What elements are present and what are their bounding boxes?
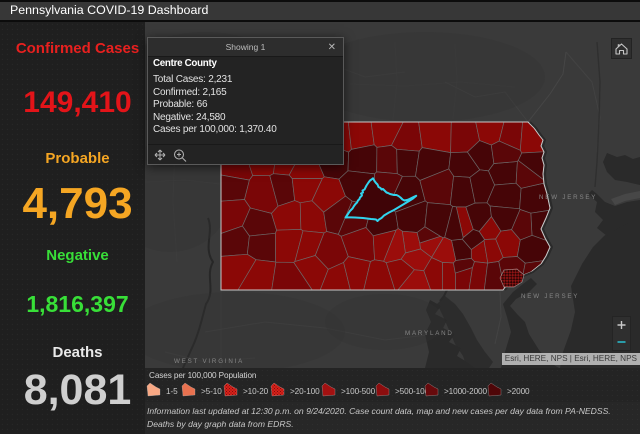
svg-text:>2000: >2000 xyxy=(507,387,530,396)
svg-text:>10-20: >10-20 xyxy=(243,387,269,396)
svg-text:>500-1000: >500-1000 xyxy=(395,387,434,396)
svg-text:>5-10: >5-10 xyxy=(201,387,222,396)
svg-text:>1000-2000: >1000-2000 xyxy=(444,387,487,396)
svg-text:>20-100: >20-100 xyxy=(290,387,320,396)
svg-text:1-5: 1-5 xyxy=(166,387,178,396)
svg-text:>100-500: >100-500 xyxy=(341,387,376,396)
